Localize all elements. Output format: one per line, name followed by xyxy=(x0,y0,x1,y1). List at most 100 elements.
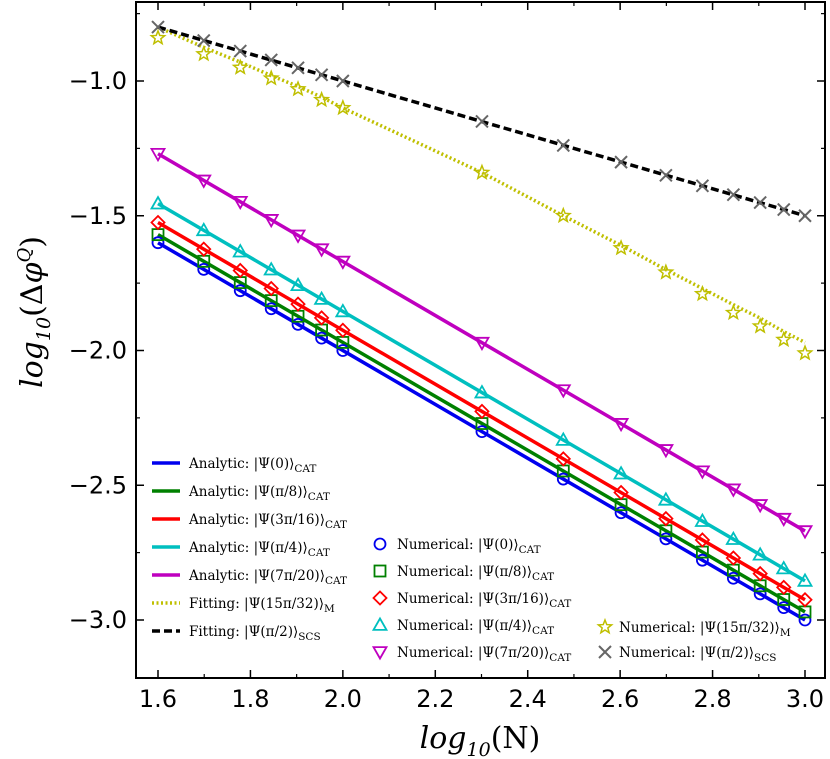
marker-s10-p12 xyxy=(725,530,742,545)
marker-s10-p11 xyxy=(694,512,711,527)
y-tick-label-2: −2.0 xyxy=(69,337,127,365)
legend-label-mid-1-sub: CAT xyxy=(532,571,554,583)
legend-label-left-6-main: Fitting: |Ψ(π/2)⟩ xyxy=(189,624,298,640)
legend-marker-sample-right-0 xyxy=(596,617,614,635)
marker-s11-p5 xyxy=(313,243,330,258)
legend-label-left-4-main: Analytic: |Ψ(7π/20)⟩ xyxy=(188,568,325,584)
marker-s12-p10 xyxy=(657,263,675,280)
y-tick-label-3: −2.5 xyxy=(69,471,127,499)
legend-marker-sample-2 xyxy=(372,590,388,606)
marker-s7-p12 xyxy=(726,571,740,585)
x-tick-label-5: 2.6 xyxy=(601,685,639,713)
y-tick-label-1: −1.5 xyxy=(69,202,127,230)
marker-s7-p0 xyxy=(151,236,165,250)
marker-s12-p15 xyxy=(796,344,814,361)
marker-s10-p8 xyxy=(555,431,572,446)
marker-s12-p8 xyxy=(554,206,572,224)
marker-s13-p1 xyxy=(197,33,211,48)
marker-s12-p2 xyxy=(231,58,249,75)
legend-label-left-1-sub: CAT xyxy=(308,491,330,503)
marker-s9-p10 xyxy=(658,510,674,527)
marker-s12-p7 xyxy=(473,163,491,180)
legend-label-right-1: Numerical: |Ψ(π/2)⟩SCS xyxy=(619,645,776,664)
legend-label-left-5-main: Fitting: |Ψ(15π/32)⟩ xyxy=(189,596,324,612)
marker-s10-p4 xyxy=(289,276,307,292)
marker-s11-p10 xyxy=(657,444,674,459)
marker-s7-p13 xyxy=(753,587,767,601)
legend-label-left-3: Analytic: |Ψ(π/4)⟩CAT xyxy=(188,540,330,559)
marker-s7-p3 xyxy=(264,302,278,316)
legend-label-left-1: Analytic: |Ψ(π/8)⟩CAT xyxy=(188,484,330,503)
marker-s10-p13 xyxy=(752,546,769,561)
marker-s9-p3 xyxy=(263,280,279,297)
marker-s12-p5 xyxy=(312,90,331,108)
marker-s10-p14 xyxy=(775,560,792,575)
marker-s10-p0 xyxy=(149,195,167,210)
marker-s13-p8 xyxy=(556,138,571,153)
x-tick-label-4: 2.4 xyxy=(509,685,547,713)
legend-label-left-5-sub: M xyxy=(324,603,335,615)
legend-marker-sample-0 xyxy=(373,537,387,551)
marker-s9-p4 xyxy=(290,296,306,312)
marker-s11-p0 xyxy=(149,147,167,163)
marker-s11-p14 xyxy=(775,512,792,527)
marker-s12-p11 xyxy=(693,284,712,302)
marker-s13-p7 xyxy=(475,114,489,129)
x-tick-label-2: 2.0 xyxy=(324,685,362,713)
marker-s12-p13 xyxy=(751,317,769,334)
x-tick-label-0: 1.6 xyxy=(139,685,177,713)
marker-s13-p5 xyxy=(314,68,329,82)
y-axis-title-sup: Q xyxy=(14,248,35,263)
marker-s7-p5 xyxy=(315,331,328,345)
legend-marker-sample-3 xyxy=(371,616,389,631)
legend-label-mid-4: Numerical: |Ψ(7π/20)⟩CAT xyxy=(397,645,571,664)
legend-label-left-1-main: Analytic: |Ψ(π/8)⟩ xyxy=(188,484,308,500)
legend-label-left-6: Fitting: |Ψ(π/2)⟩SCS xyxy=(189,624,321,643)
legend-label-mid-4-sub: CAT xyxy=(549,652,571,664)
legend-label-right-1-main: Numerical: |Ψ(π/2)⟩ xyxy=(619,645,754,661)
marker-s11-p7 xyxy=(473,336,491,351)
legend-marker-sample-4 xyxy=(371,646,389,661)
marker-s11-p4 xyxy=(289,229,307,244)
marker-s12-p0 xyxy=(149,28,167,46)
marker-s12-p9 xyxy=(612,239,630,256)
marker-s13-p11 xyxy=(695,179,710,193)
marker-s11-p11 xyxy=(694,465,711,480)
y-axis-title-arg: (Δ xyxy=(15,284,50,317)
x-tick-label-3: 2.2 xyxy=(416,685,454,713)
legend-label-mid-0-main: Numerical: |Ψ(0)⟩ xyxy=(397,537,519,553)
marker-s9-p7 xyxy=(474,403,490,420)
marker-s11-p6 xyxy=(334,255,351,270)
marker-s7-p2 xyxy=(233,284,247,298)
legend-label-mid-2: Numerical: |Ψ(3π/16)⟩CAT xyxy=(397,591,571,610)
marker-s7-p11 xyxy=(696,553,709,567)
series-line-3 xyxy=(157,202,806,583)
marker-s7-p4 xyxy=(291,317,305,331)
series-layer xyxy=(157,25,806,622)
x-axis-title-sub: 10 xyxy=(467,739,491,759)
marker-s7-p8 xyxy=(556,472,570,486)
marker-s11-p12 xyxy=(725,483,742,498)
marker-s11-p3 xyxy=(263,214,280,229)
marker-s10-p1 xyxy=(195,221,212,237)
marker-s13-p4 xyxy=(291,61,305,75)
marker-s13-p0 xyxy=(151,20,165,34)
marker-s10-p6 xyxy=(334,303,351,318)
legend-label-mid-0-sub: CAT xyxy=(519,544,541,556)
marker-s13-p6 xyxy=(336,74,350,88)
legend-label-right-0-sub: M xyxy=(780,627,791,639)
x-axis-title-log: log xyxy=(420,721,467,756)
legend-label-mid-2-main: Numerical: |Ψ(3π/16)⟩ xyxy=(397,591,549,607)
marker-s7-p9 xyxy=(614,506,628,520)
marker-s9-p12 xyxy=(725,550,742,566)
legend-label-left-0-main: Analytic: |Ψ(0)⟩ xyxy=(188,456,294,472)
legend-label-right-0-main: Numerical: |Ψ(15π/32)⟩ xyxy=(619,620,780,636)
marker-s9-p2 xyxy=(232,262,249,279)
marker-s10-p10 xyxy=(657,491,674,506)
marker-s13-p12 xyxy=(726,188,741,202)
legend-marker-sample-right-1 xyxy=(598,645,612,659)
legend-label-right-1-sub: SCS xyxy=(754,652,776,664)
marker-s9-p9 xyxy=(613,484,629,501)
legend-label-left-4-sub: CAT xyxy=(325,575,347,587)
